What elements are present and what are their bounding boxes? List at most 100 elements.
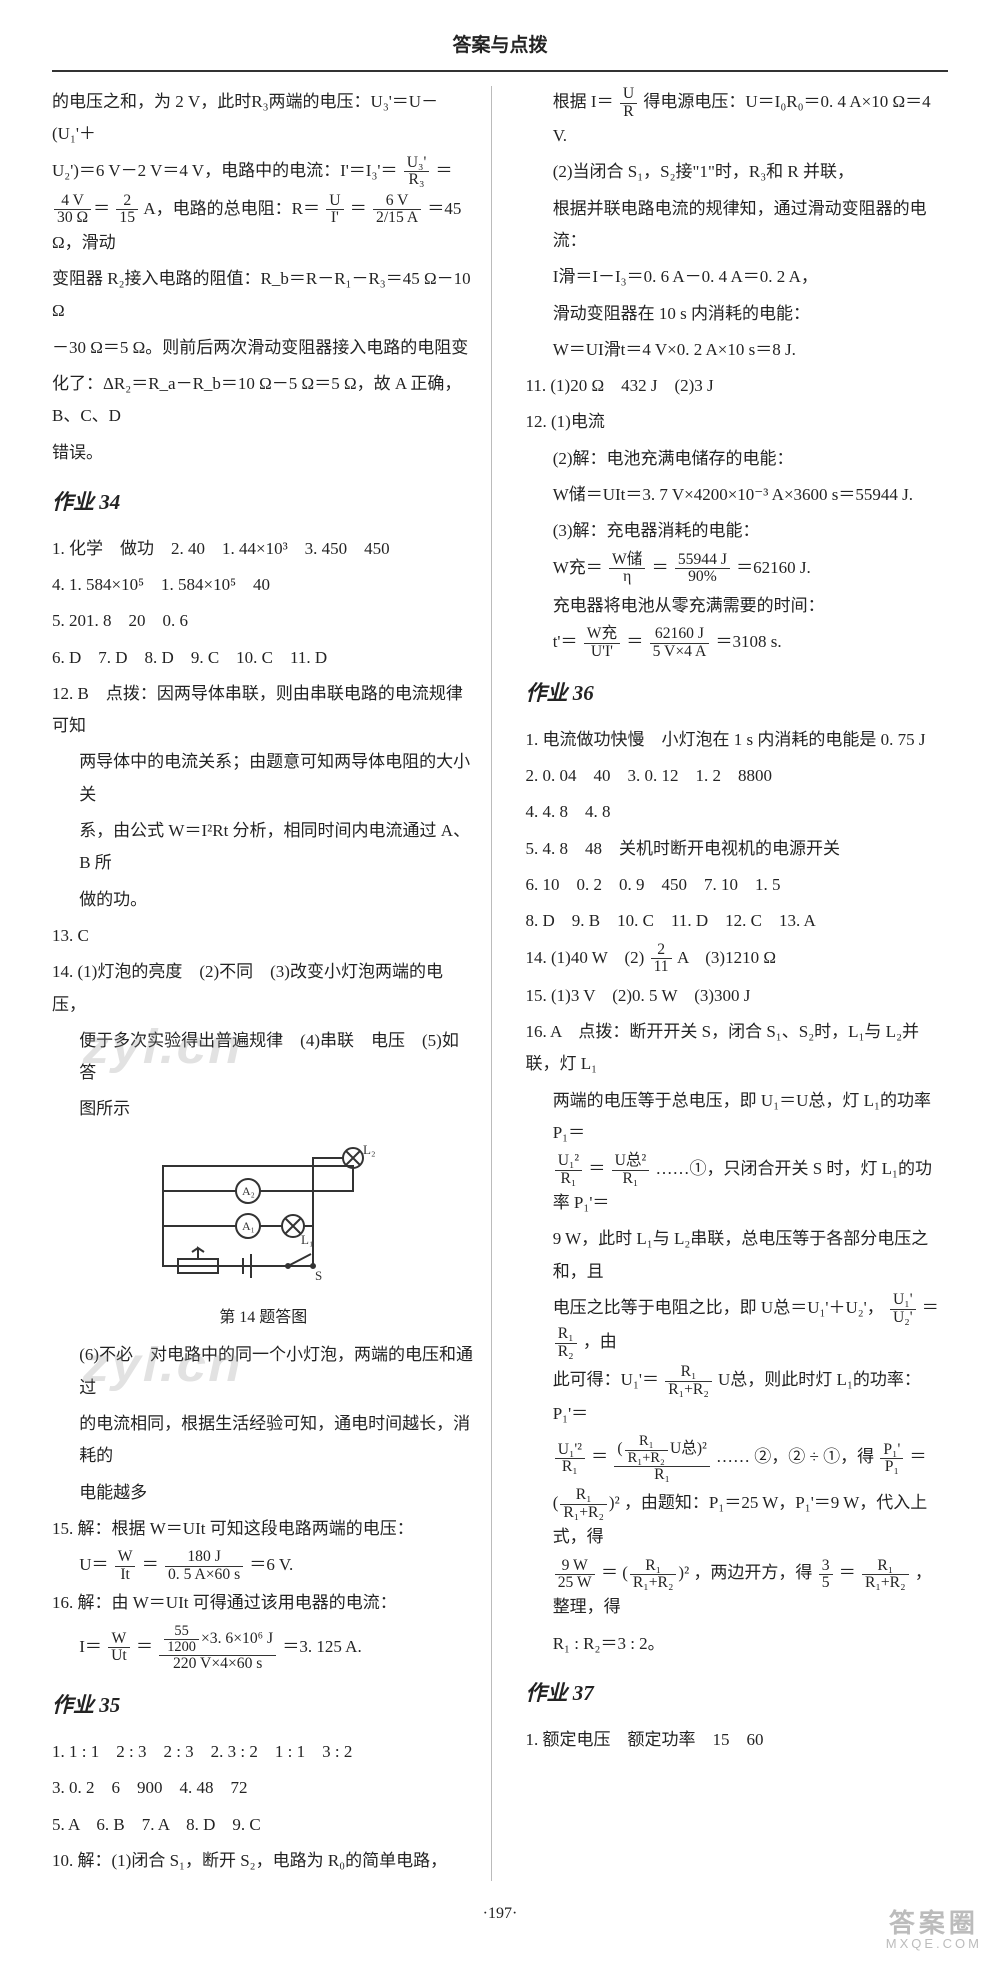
text-line: 9 W，此时 L₁与 L₂串联，总电压等于各部分电压之和，且 xyxy=(526,1223,949,1288)
text-line: 12. (1)电流 xyxy=(526,406,949,438)
text-line: 根据 I＝ UR 得电源电压：U＝I₀R₀＝0. 4 A×10 Ω＝4 V. xyxy=(526,86,949,152)
text-line: 12. B 点拨：因两导体串联，则由串联电路的电流规律可知 xyxy=(52,678,475,743)
fraction: WUt xyxy=(108,1631,130,1665)
fraction: W储η xyxy=(609,552,645,586)
text: 根据 I＝ xyxy=(553,92,614,111)
fraction: (R₁R₁+R₂U总)² R₁ xyxy=(614,1434,709,1483)
section-title-34: 作业 34 xyxy=(52,483,475,523)
text: ＝3108 s. xyxy=(716,632,782,651)
text: ＝3. 125 A. xyxy=(282,1637,361,1656)
text-line: I＝ WUt ＝ 551200×3. 6×10⁶ J 220 V×4×60 s … xyxy=(52,1624,475,1673)
text-line: (2)解：电池充满电储存的电能： xyxy=(526,443,949,475)
text-line: 16. 解：由 W＝UIt 可得通过该用电器的电流： xyxy=(52,1587,475,1619)
corner-logo: 答案圈 MXQE.COM xyxy=(886,1909,982,1952)
svg-text:A₁: A₁ xyxy=(242,1219,255,1233)
text-line: (2)当闭合 S₁，S₂接"1"时，R₃和 R 并联， xyxy=(526,156,949,188)
text-line: 8. D 9. B 10. C 11. D 12. C 13. A xyxy=(526,905,949,937)
text-line: 充电器将电池从零充满需要的时间： xyxy=(526,590,949,622)
text-line: 2. 0. 04 40 3. 0. 12 1. 2 8800 xyxy=(526,760,949,792)
fraction: 180 J0. 5 A×60 s xyxy=(165,1549,243,1583)
fraction: UI' xyxy=(326,193,343,227)
text-line: 6. D 7. D 8. D 9. C 10. C 11. D xyxy=(52,642,475,674)
text-line: 两导体中的电流关系；由题意可知两导体电阻的大小关 xyxy=(52,746,475,811)
text-line: 做的功。 xyxy=(52,884,475,916)
text: ＝ xyxy=(922,1298,939,1317)
fraction: UR xyxy=(620,86,637,120)
text-line: 13. C xyxy=(52,920,475,952)
text-line: 11. (1)20 Ω 432 J (2)3 J xyxy=(526,370,949,402)
text-line: 16. A 点拨：断开开关 S，闭合 S₁、S₂时，L₁与 L₂并联，灯 L₁ xyxy=(526,1016,949,1081)
fraction: 35 xyxy=(819,1558,833,1592)
text-line: 1. 1 : 1 2 : 3 2 : 3 2. 3 : 2 1 : 1 3 : … xyxy=(52,1736,475,1768)
text-line: 电压之比等于电阻之比，即 U总＝U₁'＋U₂'， U₁'U₂' ＝ R₁R₂ ，… xyxy=(526,1292,949,1360)
text: ＝ xyxy=(588,1159,605,1178)
text-line: U₁²R₁ ＝ U总²R₁ ……①，只闭合开关 S 时，灯 L₁的功率 P₁'＝ xyxy=(526,1153,949,1219)
text: A (3)1210 Ω xyxy=(677,948,776,967)
fraction: 6 V2/15 A xyxy=(373,193,421,227)
fraction: P₁'P₁ xyxy=(880,1442,903,1476)
text: A，电路的总电阻：R＝ xyxy=(143,199,320,218)
text-line: (R₁R₁+R₂)² ，由题知：P₁＝25 W，P₁'＝9 W，代入上式，得 xyxy=(526,1487,949,1553)
fraction: U₁'²R₁ xyxy=(555,1442,585,1476)
text-line: 化了：ΔR₂＝R_a－R_b＝10 Ω－5 Ω＝5 Ω，故 A 正确，B、C、D xyxy=(52,368,475,433)
text: ＝ xyxy=(652,558,669,577)
text: ，由题知：P₁＝25 W，P₁'＝9 W，代入上式，得 xyxy=(553,1493,928,1546)
fraction: WIt xyxy=(115,1549,136,1583)
text-line: 变阻器 R₂接入电路的阻值：R_b＝R－R₁－R₃＝45 Ω－10 Ω xyxy=(52,263,475,328)
fraction: U₃'R₃ xyxy=(404,155,430,189)
svg-text:A₂: A₂ xyxy=(242,1184,255,1198)
text: U＝ xyxy=(79,1555,108,1574)
text-line: 6. 10 0. 2 0. 9 450 7. 10 1. 5 xyxy=(526,869,949,901)
text-line: 14. (1)灯泡的亮度 (2)不同 (3)改变小灯泡两端的电压， xyxy=(52,956,475,1021)
text-line: 电能越多 xyxy=(52,1477,475,1509)
text-line: U₂')＝6 V－2 V＝4 V，电路中的电流：I'＝I₃'＝ U₃'R₃ ＝ xyxy=(52,155,475,189)
fraction: 211 xyxy=(651,942,672,976)
section-title-36: 作业 36 xyxy=(526,674,949,714)
text-line: R₁ : R₂＝3 : 2。 xyxy=(526,1628,949,1660)
text-line: 此可得：U₁'＝ R₁R₁+R₂ U总，则此时灯 L₁的功率：P₁'＝ xyxy=(526,1364,949,1430)
fraction: 551200×3. 6×10⁶ J 220 V×4×60 s xyxy=(159,1624,276,1673)
text: U₂')＝6 V－2 V＝4 V，电路中的电流：I'＝I₃'＝ xyxy=(52,161,397,180)
svg-text:S: S xyxy=(315,1268,322,1283)
text: ＝ xyxy=(136,1637,153,1656)
text-line: 的电流相同，根据生活经验可知，通电时间越长，消耗的 xyxy=(52,1408,475,1473)
text-line: 4 V30 Ω＝ 215 A，电路的总电阻：R＝ UI' ＝ 6 V2/15 A… xyxy=(52,193,475,259)
text: t'＝ xyxy=(553,632,578,651)
fraction: U₁'U₂' xyxy=(890,1292,916,1326)
text: W充＝ xyxy=(553,558,603,577)
text-line: 9 W25 W ＝ (R₁R₁+R₂)² ，两边开方，得 35 ＝ R₁R₁+R… xyxy=(526,1557,949,1623)
fraction: R₁R₁+R₂ xyxy=(560,1487,607,1521)
text: 电压之比等于电阻之比，即 U总＝U₁'＋U₂'， xyxy=(553,1298,884,1317)
text-line: W充＝ W储η ＝ 55944 J90% ＝62160 J. xyxy=(526,552,949,586)
text-line: 根据并联电路电流的规律知，通过滑动变阻器的电流： xyxy=(526,193,949,258)
text-line: I滑＝I－I₃＝0. 6 A－0. 4 A＝0. 2 A， xyxy=(526,261,949,293)
text-line: 5. 4. 8 48 关机时断开电视机的电源开关 xyxy=(526,833,949,865)
text-line: U＝ WIt ＝ 180 J0. 5 A×60 s ＝6 V. xyxy=(52,1549,475,1583)
text-line: 1. 化学 做功 2. 40 1. 44×10³ 3. 450 450 xyxy=(52,533,475,565)
text-line: 15. 解：根据 W＝UIt 可知这段电路两端的电压： xyxy=(52,1513,475,1545)
text: 此可得：U₁'＝ xyxy=(553,1370,659,1389)
text-line: 1. 电流做功快慢 小灯泡在 1 s 内消耗的电能是 0. 75 J xyxy=(526,724,949,756)
text: I＝ xyxy=(79,1637,102,1656)
logo-text: 答案圈 xyxy=(886,1909,982,1938)
text-line: 4. 4. 8 4. 8 xyxy=(526,796,949,828)
fraction: U总²R₁ xyxy=(612,1153,650,1187)
left-column: 的电压之和，为 2 V，此时R₃两端的电压：U₃'＝U－(U₁'＋ U₂')＝6… xyxy=(52,86,492,1881)
fraction: 55944 J90% xyxy=(675,552,730,586)
page-header: 答案与点拨 xyxy=(52,28,948,72)
text-line: t'＝ W充U'I' ＝ 62160 J5 V×4 A ＝3108 s. xyxy=(526,626,949,660)
text-line: U₁'²R₁ ＝ (R₁R₁+R₂U总)² R₁ …… ②，② ÷ ①，得 P₁… xyxy=(526,1434,949,1483)
figure-caption: 第 14 题答图 xyxy=(52,1303,475,1333)
text: ＝62160 J. xyxy=(736,558,811,577)
text-line: 系，由公式 W＝I²Rt 分析，相同时间内电流通过 A、B 所 xyxy=(52,815,475,880)
text-line: 15. (1)3 V (2)0. 5 W (3)300 J xyxy=(526,980,949,1012)
text: ＝ xyxy=(626,632,643,651)
section-title-35: 作业 35 xyxy=(52,1686,475,1726)
text: ＝ xyxy=(601,1563,618,1582)
fraction: U₁²R₁ xyxy=(555,1153,582,1187)
text-line: 5. 201. 8 20 0. 6 xyxy=(52,605,475,637)
text-line: 图所示 xyxy=(52,1093,475,1125)
fraction: 215 xyxy=(116,193,138,227)
fraction: R₁R₁+R₂ xyxy=(630,1558,677,1592)
fraction: R₁R₁+R₂ xyxy=(862,1558,909,1592)
